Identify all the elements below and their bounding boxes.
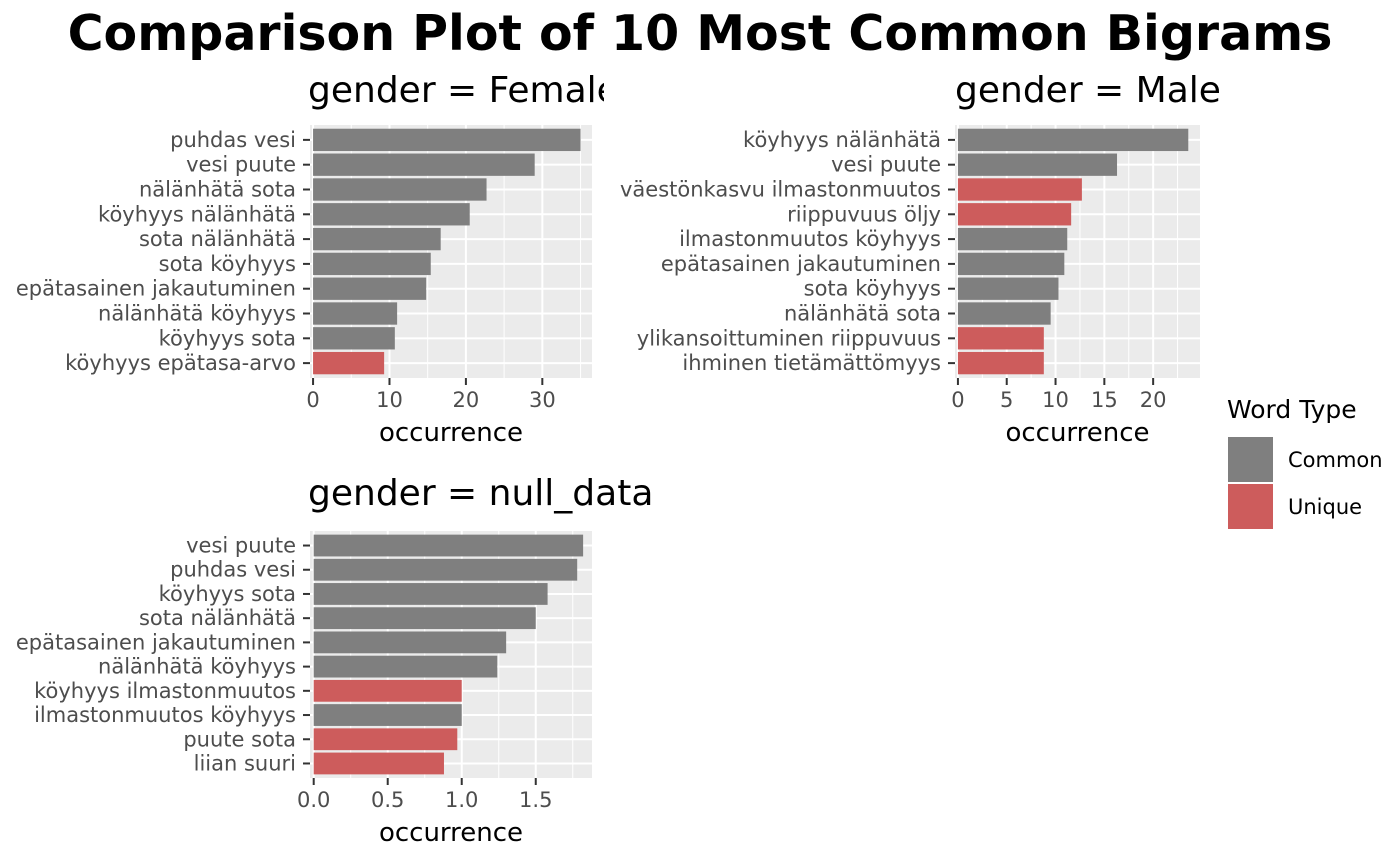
category-label: ihminen tietämättömyys [682,351,941,375]
category-label: puhdas vesi [170,558,296,582]
bar-common [313,583,548,605]
x-axis-title: occurrence [1005,418,1149,448]
facet-title: gender = Female [308,70,619,111]
bar-common [957,277,1059,300]
category-label: nälänhätä sota [784,302,941,326]
bar-common [957,153,1118,176]
category-label: sota nälänhätä [139,227,296,251]
category-label: puhdas vesi [170,128,296,152]
x-tick-label: 0.0 [297,788,330,812]
category-label: ilmastonmuutos köyhyys [679,227,941,251]
category-label: epätasainen jakautuminen [16,277,296,301]
bar-common [957,302,1051,325]
bar-common [957,227,1068,251]
x-tick-label: 10 [376,388,403,412]
category-label: epätasainen jakautuminen [16,630,296,654]
bar-unique [957,203,1072,226]
bar-unique [313,728,458,751]
facet-title: gender = Male [955,70,1221,111]
category-label: ylikansoittuminen riippuvuus [637,326,941,350]
legend: Word Type Common Unique [1227,395,1383,529]
bar-common [313,153,535,176]
bar-common [313,128,581,152]
category-label: nälänhätä köyhyys [98,302,296,326]
bar-common [313,252,431,276]
bar-common [313,178,487,201]
category-label: köyhyys sota [159,326,296,350]
legend-swatch-unique [1228,484,1273,529]
category-label: väestönkasvu ilmastonmuutos [620,177,941,201]
category-label: riippuvuus öljy [787,202,941,226]
category-label: köyhyys nälänhätä [98,202,296,226]
x-tick-label: 30 [529,388,556,412]
category-label: nälänhätä sota [139,177,296,201]
bar-unique [957,327,1044,350]
category-label: köyhyys epätasa-arvo [65,351,296,375]
facet-title: gender = null_data [308,473,653,514]
x-tick-label: 0 [951,388,964,412]
bar-common [313,558,578,581]
bar-common [957,252,1065,276]
x-tick-label: 20 [1140,388,1167,412]
category-label: vesi puute [186,534,296,558]
x-tick-label: 10 [1042,388,1069,412]
category-label: liian suuri [194,751,296,775]
category-label: sota köyhyys [159,252,296,276]
bar-unique [957,351,1044,375]
bar-common [313,631,507,654]
bar-common [313,704,462,726]
category-label: ilmastonmuutos köyhyys [34,703,296,727]
bar-unique [313,752,444,775]
bar-common [313,655,498,678]
category-label: köyhyys nälänhätä [743,128,941,152]
legend-swatch-common [1228,437,1273,482]
category-label: nälänhätä köyhyys [98,655,296,679]
x-tick-label: 15 [1091,388,1118,412]
category-label: sota nälänhätä [139,606,296,630]
x-axis-title: occurrence [379,418,523,448]
category-label: vesi puute [831,153,941,177]
bar-common [313,203,470,226]
x-tick-label: 5 [1000,388,1013,412]
bar-common [313,327,395,350]
category-label: köyhyys ilmastonmuutos [34,679,296,703]
x-tick-label: 1.0 [445,788,478,812]
legend-title: Word Type [1227,395,1357,424]
chart-title: Comparison Plot of 10 Most Common Bigram… [68,5,1333,62]
x-tick-label: 1.5 [519,788,552,812]
bar-common [313,534,584,557]
x-axis-title: occurrence [379,818,523,848]
bar-unique [313,351,385,375]
bar-common [313,277,427,300]
legend-label-common: Common [1288,448,1383,472]
category-label: epätasainen jakautuminen [661,252,941,276]
bar-common [313,227,441,251]
category-label: köyhyys sota [159,582,296,606]
bar-unique [957,178,1082,201]
x-tick-label: 0 [306,388,319,412]
x-tick-label: 0.5 [371,788,404,812]
bar-unique [313,679,462,702]
category-label: puute sota [183,727,296,751]
x-tick-label: 20 [453,388,480,412]
bar-common [313,607,536,630]
bar-common [313,302,398,325]
category-label: vesi puute [186,153,296,177]
category-label: sota köyhyys [804,277,941,301]
bar-common [957,128,1189,152]
legend-label-unique: Unique [1288,495,1362,519]
